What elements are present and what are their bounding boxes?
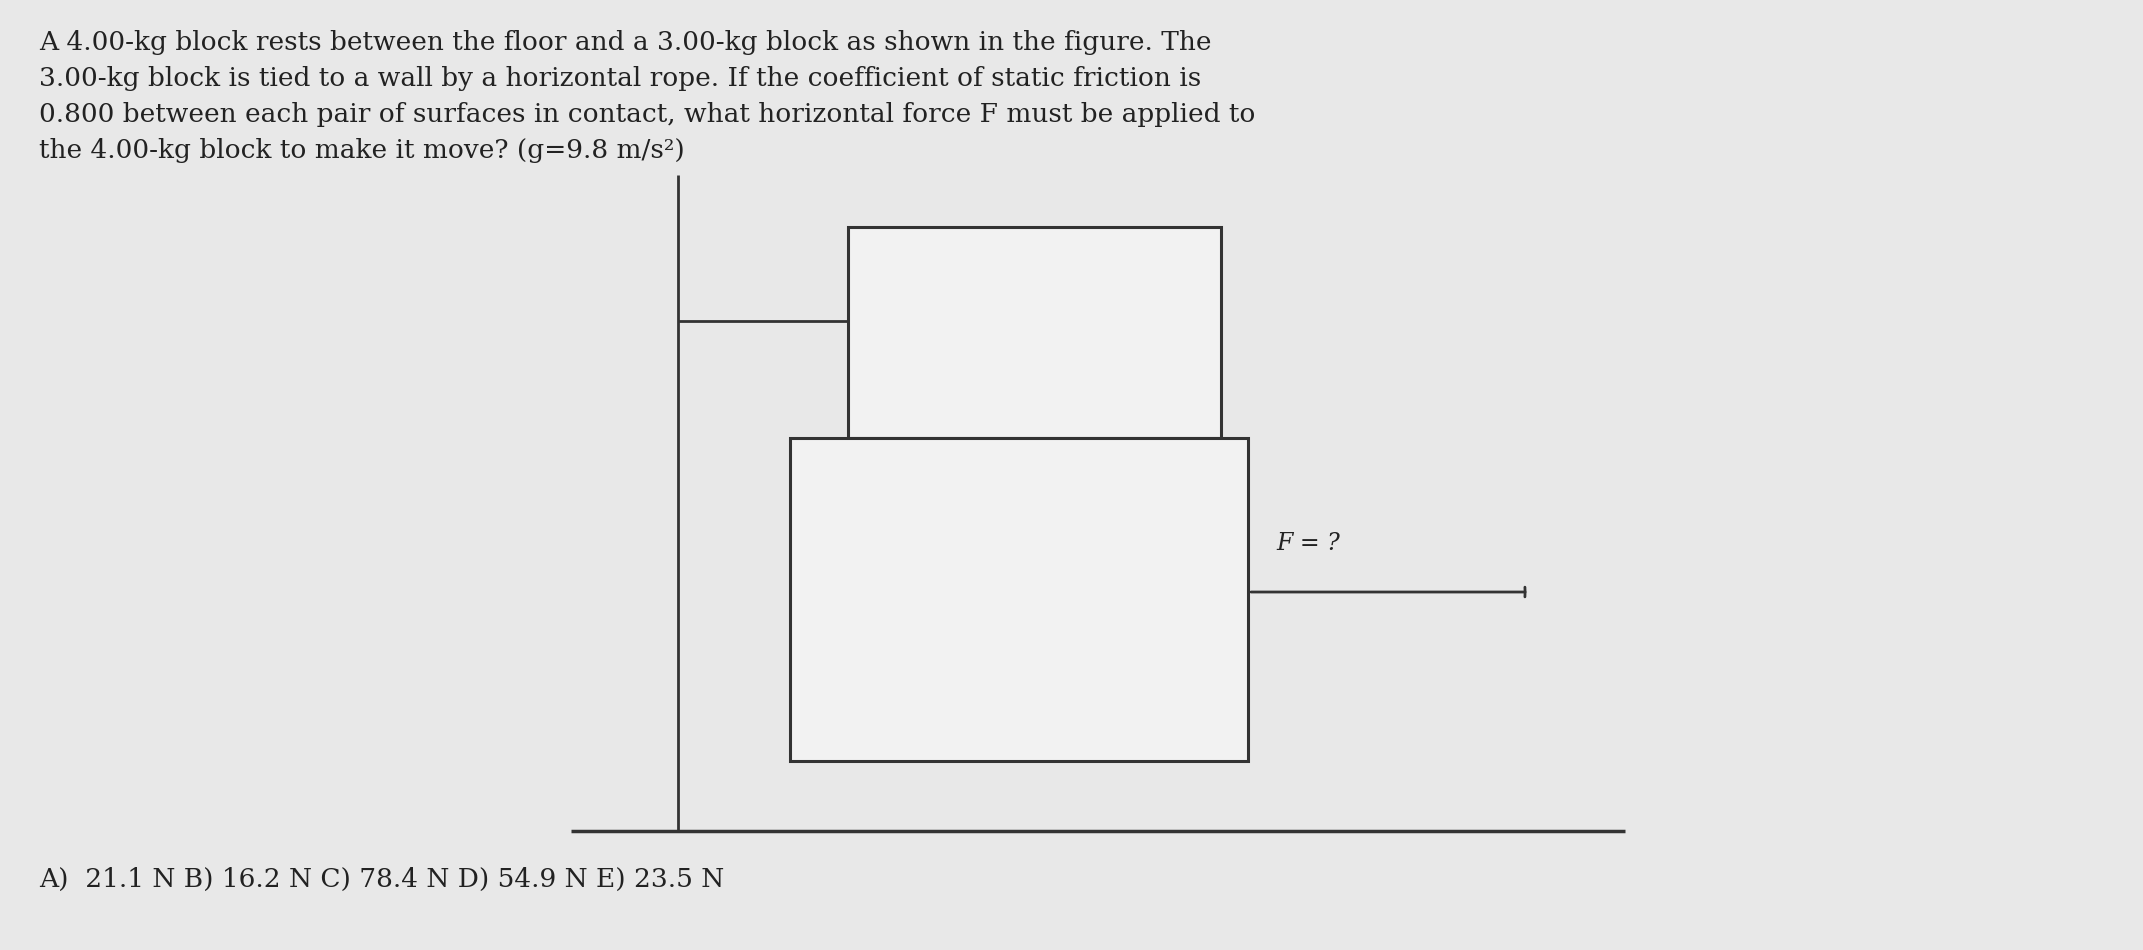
Bar — [849, 227, 1222, 438]
Text: A)  21.1 N B) 16.2 N C) 78.4 N D) 54.9 N E) 23.5 N: A) 21.1 N B) 16.2 N C) 78.4 N D) 54.9 N … — [39, 866, 724, 891]
Bar — [791, 438, 1247, 761]
Text: F = ?: F = ? — [1275, 532, 1339, 555]
Text: A 4.00-kg block rests between the floor and a 3.00-kg block as shown in the figu: A 4.00-kg block rests between the floor … — [39, 30, 1256, 163]
Text: 3.00 kg: 3.00 kg — [990, 321, 1078, 344]
Text: 4.00 kg: 4.00 kg — [975, 587, 1065, 611]
